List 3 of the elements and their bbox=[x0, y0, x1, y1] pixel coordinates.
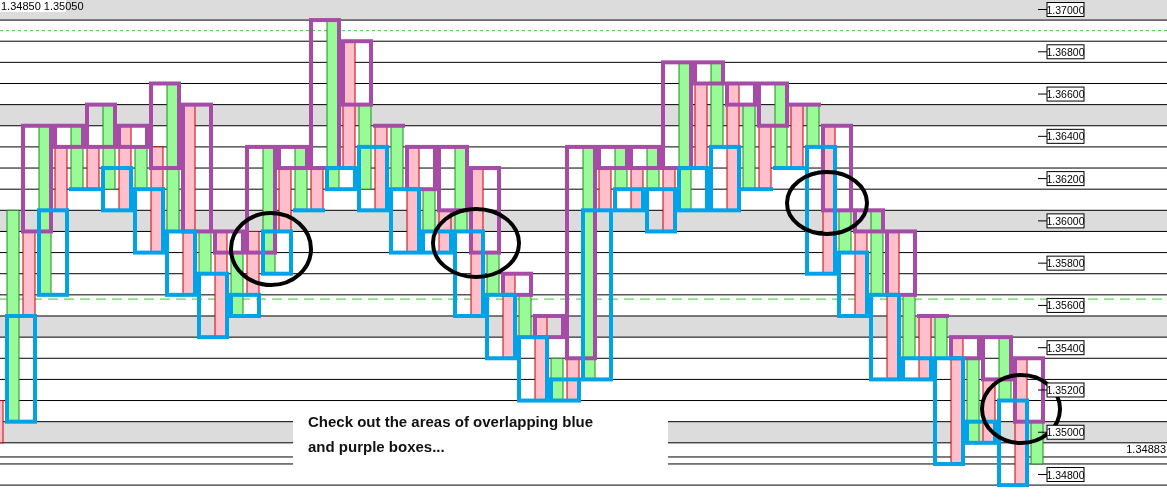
annotation: 1.34850 1.35050 bbox=[1, 0, 84, 12]
ref-line-label: 1.34883 bbox=[1126, 442, 1166, 455]
annotation: Check out the areas of overlapping blue and purple boxes... bbox=[308, 413, 594, 455]
